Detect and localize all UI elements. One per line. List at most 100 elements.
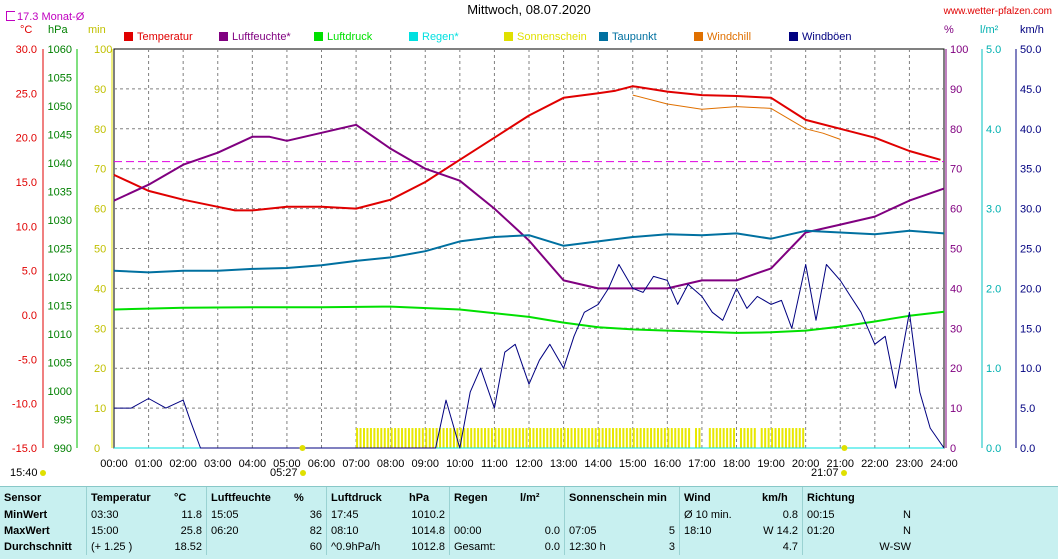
legend-swatch-icon (599, 32, 608, 41)
sunshine-bar (446, 428, 448, 448)
sunrise-time: 05:27 (270, 467, 306, 479)
axis-tick-label-pressure_hpa: 1030 (48, 215, 72, 227)
summary-cell-p-val: 1010.2 (411, 509, 445, 521)
axis-tick-label-wind_kmh: 25.0 (1020, 244, 1041, 256)
axis-tick-label-rain_lm2: 4.0 (986, 124, 1001, 136)
sunshine-bar (463, 428, 466, 448)
summary-cell-w-time: Ø 10 min. (679, 507, 758, 523)
monthly-avg-label: 17.3 Monat-Ø (6, 11, 84, 23)
axis-tick-label-humidity_pct: 10 (950, 403, 962, 415)
axis-tick-label-pressure_hpa: 1040 (48, 158, 72, 170)
axis-tick-label-temperature_c: 0.0 (22, 310, 37, 322)
sunshine-bar (480, 428, 483, 448)
sunshine-bar (722, 428, 725, 448)
header-hum-unit: % (294, 492, 304, 504)
sunshine-bar (667, 428, 670, 448)
axis-tick-label-pressure_hpa: 990 (54, 443, 72, 455)
x-tick-label: 22:00 (861, 458, 889, 470)
axis-tick-label-pressure_hpa: 1005 (48, 358, 72, 370)
sunshine-bar (674, 428, 677, 448)
axis-tick-label-temperature_c: 30.0 (16, 44, 37, 56)
summary-cell-p-val: 1014.8 (411, 525, 445, 537)
x-tick-label: 08:00 (377, 458, 405, 470)
sunshine-bar (515, 428, 518, 448)
sunshine-bar (563, 428, 566, 448)
summary-cell-label: MinWert (4, 509, 48, 521)
x-tick-label: 20:00 (792, 458, 820, 470)
sunshine-bar (739, 428, 742, 448)
axis-tick-label-humidity_pct: 100 (950, 44, 968, 56)
axis-tick-label-temperature_c: -5.0 (18, 354, 37, 366)
sunshine-bar (681, 428, 684, 448)
summary-cell-label: MaxWert (4, 525, 50, 537)
axis-tick-label-pressure_hpa: 1010 (48, 329, 72, 341)
axis-tick-label-pressure_hpa: 1000 (48, 386, 72, 398)
summary-row: Durchschnitt (+ 1.25 ) 18.52 60 ^0.9hPa/h 101… (0, 539, 915, 555)
sunshine-bar (646, 428, 649, 448)
summary-cell-p-time: ^0.9hPa/h (326, 539, 405, 555)
summary-cell-h-val: 60 (309, 541, 322, 553)
axis-tick-label-sunshine_min: 90 (94, 84, 106, 96)
axis-tick-label-pressure_hpa: 995 (54, 415, 72, 427)
x-tick-label: 23:00 (896, 458, 924, 470)
summary-cell-p-time: 17:45 (326, 507, 405, 523)
summary-cell-t-val: 25.8 (180, 525, 202, 537)
sunshine-bar (428, 428, 431, 448)
sunshine-bar (712, 428, 715, 448)
series-line-taupunkt (113, 229, 945, 274)
axis-tick-label-wind_kmh: 30.0 (1020, 204, 1041, 216)
header-sensor: Sensor (4, 492, 42, 504)
axis-tick-label-wind_kmh: 50.0 (1020, 44, 1041, 56)
sunshine-bar (452, 428, 455, 448)
sunshine-bar (784, 428, 787, 448)
sunshine-bar (356, 428, 359, 448)
x-tick-label: 09:00 (411, 458, 439, 470)
sunshine-bar (729, 428, 732, 448)
axis-tick-label-humidity_pct: 30 (950, 323, 962, 335)
sunshine-bar (580, 428, 583, 448)
axis-tick-label-sunshine_min: 20 (94, 363, 106, 375)
header-press: Luftdruck (326, 487, 405, 507)
sunshine-bar (650, 428, 653, 448)
axis-tick-label-rain_lm2: 2.0 (986, 283, 1001, 295)
sunshine-bar (535, 428, 538, 448)
axis-tick-label-temperature_c: 5.0 (22, 266, 37, 278)
sunshine-bar (656, 428, 659, 448)
axis-tick-label-humidity_pct: 90 (950, 84, 962, 96)
wind-unit-label: km/h (1020, 24, 1044, 36)
sunrise-left-time: 15:40 (10, 467, 46, 479)
site-link[interactable]: www.wetter-pfalzen.com (943, 6, 1052, 17)
sunshine-bar (487, 428, 490, 448)
summary-cell-t-val: 18.52 (174, 541, 202, 553)
sunshine-bar (598, 428, 601, 448)
chart-title: Mittwoch, 08.07.2020 (467, 2, 591, 17)
x-tick-label: 05:00 (273, 458, 301, 470)
sunshine-bar (733, 428, 736, 448)
summary-table: Sensor Temperatur °C Luftfeuchte % Luftd… (0, 487, 915, 555)
x-tick-label: 01:00 (135, 458, 163, 470)
sunshine-bar (715, 428, 718, 448)
summary-cell-h-time (206, 539, 290, 555)
axis-tick-label-rain_lm2: 3.0 (986, 204, 1001, 216)
sunshine-bar (560, 428, 563, 448)
axis-tick-label-wind_kmh: 0.0 (1020, 443, 1035, 455)
axis-tick-label-sunshine_min: 60 (94, 204, 106, 216)
monthly-avg-swatch-icon (6, 11, 15, 21)
sunshine-bar (629, 428, 632, 448)
chart-svg: 30.0 25.0 20.0 15.0 10.0 5.0 0.0 -5.0 -10.0 -15.0… (12, 44, 1042, 470)
sunshine-bar (663, 428, 666, 448)
legend-swatch-icon (504, 32, 513, 41)
sunshine-bars (356, 428, 805, 448)
header-rain: Regen (449, 487, 516, 507)
sunshine-bar (795, 428, 798, 448)
sunshine-bar (632, 428, 635, 448)
legend: Temperatur Luftfeuchte* Luftdruck Regen* Son… (124, 31, 924, 45)
summary-cell-d-time: 01:20 (802, 523, 857, 539)
sunshine-bar (369, 428, 372, 448)
header-sun: Sonnenschein min (564, 487, 680, 507)
axis-tick-label-pressure_hpa: 1015 (48, 301, 72, 313)
sunshine-bar (411, 428, 414, 448)
sunshine-bar (608, 428, 611, 448)
summary-row: MaxWert 15:00 25.8 06:20 82 08:10 1014.8 00:00 0… (0, 523, 915, 539)
sunshine-bar (394, 428, 397, 448)
